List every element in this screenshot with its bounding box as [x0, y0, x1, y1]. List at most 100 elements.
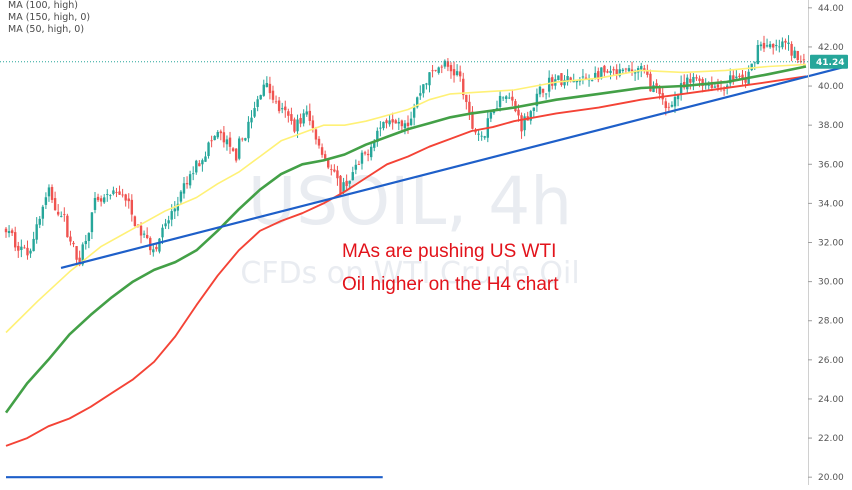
- drawn-lines-group: [6, 65, 847, 479]
- candle: [216, 130, 219, 140]
- candle: [314, 126, 318, 145]
- candle: [443, 59, 447, 69]
- candle: [735, 68, 738, 79]
- candle: [308, 103, 312, 126]
- candle: [259, 94, 262, 100]
- candle: [268, 76, 272, 100]
- candle: [44, 192, 48, 209]
- candle: [455, 64, 459, 77]
- candle: [53, 191, 57, 211]
- candle: [597, 67, 600, 83]
- candle: [732, 69, 735, 85]
- legend-item-ma50[interactable]: MA (50, high, 0): [8, 24, 85, 35]
- y-tick-label: 20.00: [818, 473, 844, 483]
- candle: [606, 69, 609, 74]
- candle: [50, 184, 54, 203]
- candle: [161, 224, 164, 245]
- ma50-line[interactable]: [5, 63, 807, 334]
- candle: [23, 244, 26, 249]
- candle: [7, 225, 11, 238]
- candle: [440, 64, 443, 74]
- candle: [271, 85, 275, 104]
- ascending-trendline[interactable]: [60, 65, 847, 269]
- candle: [152, 244, 155, 257]
- candle: [382, 121, 385, 131]
- candle: [676, 93, 680, 107]
- candle: [799, 55, 803, 64]
- candle: [210, 135, 213, 148]
- candle: [416, 96, 419, 109]
- candle: [679, 75, 683, 101]
- y-tick-label: 26.00: [818, 356, 844, 366]
- candle: [179, 190, 183, 204]
- candle: [204, 151, 207, 162]
- candle: [124, 193, 127, 207]
- candle: [778, 39, 781, 53]
- candle: [692, 73, 695, 91]
- watermark-description: CFDs on WTI Crude Oil: [240, 256, 579, 291]
- candle: [462, 72, 465, 100]
- candle: [615, 64, 618, 80]
- candle: [17, 241, 20, 258]
- candle: [422, 84, 425, 98]
- candle: [379, 121, 382, 137]
- legend-item-ma100[interactable]: MA (100, high): [8, 0, 79, 11]
- candle: [323, 150, 327, 160]
- candle: [409, 111, 413, 127]
- legend-item-ma150[interactable]: MA (150, high, 0): [8, 12, 91, 23]
- candle: [69, 230, 72, 246]
- candle: [302, 109, 305, 127]
- candle: [762, 35, 766, 53]
- candle: [84, 234, 87, 250]
- candle: [400, 119, 404, 132]
- candle: [29, 248, 32, 258]
- candle: [391, 112, 394, 130]
- candle: [768, 41, 772, 49]
- candle: [201, 158, 204, 172]
- candle: [262, 79, 265, 97]
- candle: [4, 227, 8, 238]
- candle: [109, 194, 112, 200]
- candle: [305, 105, 308, 117]
- candle: [538, 83, 542, 98]
- candle: [501, 96, 505, 101]
- candle: [38, 216, 41, 229]
- candle: [158, 237, 161, 254]
- candle: [765, 38, 769, 48]
- candle: [225, 135, 229, 151]
- candle: [195, 159, 198, 175]
- candle: [253, 101, 256, 118]
- candle: [173, 201, 176, 220]
- candle: [505, 95, 508, 103]
- candle: [667, 102, 671, 112]
- candle: [434, 69, 437, 72]
- y-tick-label: 22.00: [818, 434, 844, 444]
- candle: [643, 64, 646, 74]
- candle: [238, 136, 241, 161]
- candle: [351, 166, 354, 181]
- candle: [557, 75, 560, 81]
- candle: [274, 95, 278, 105]
- candle: [228, 131, 232, 154]
- candle: [185, 176, 189, 189]
- y-tick-label: 36.00: [818, 160, 844, 170]
- candle: [41, 204, 45, 226]
- candle: [508, 92, 511, 100]
- y-tick-label: 38.00: [818, 121, 844, 131]
- candle: [299, 113, 302, 128]
- candle: [544, 93, 548, 100]
- candle: [784, 38, 787, 50]
- candle: [397, 117, 401, 131]
- candle: [471, 106, 474, 130]
- candle: [489, 110, 493, 123]
- y-tick-label: 28.00: [818, 317, 844, 327]
- candle: [775, 39, 778, 51]
- candle: [63, 207, 66, 222]
- ma100-line[interactable]: [4, 65, 807, 414]
- candle: [198, 160, 201, 167]
- candle: [354, 159, 358, 175]
- candle: [609, 65, 612, 80]
- candle: [793, 46, 796, 59]
